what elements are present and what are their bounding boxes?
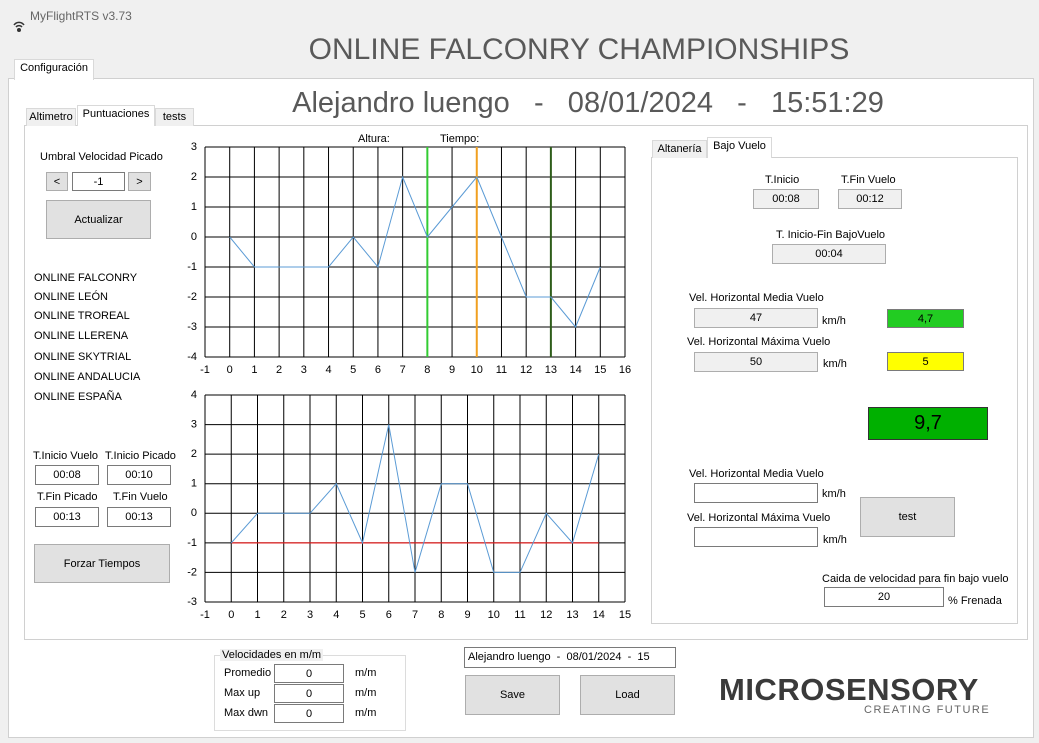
session-select[interactable]: Alejandro luengo - 08/01/2024 - 15 bbox=[464, 647, 676, 668]
next-button[interactable]: > bbox=[128, 172, 151, 191]
test-button[interactable]: test bbox=[860, 497, 955, 537]
unit: km/h bbox=[823, 534, 847, 546]
label: Vel. Horizontal Máxima Vuelo bbox=[687, 336, 831, 348]
club: ONLINE TROREAL bbox=[34, 310, 130, 322]
label: Max up bbox=[224, 687, 261, 699]
score: 4,7 bbox=[887, 309, 964, 328]
label: T.Fin Vuelo bbox=[113, 491, 168, 503]
unit: km/h bbox=[823, 358, 847, 370]
field: 00:08 bbox=[753, 189, 819, 209]
logo-name: MICROSENSORY bbox=[719, 672, 979, 707]
time-field[interactable]: 00:08 bbox=[35, 465, 99, 485]
label: Umbral Velocidad Picado bbox=[40, 151, 163, 163]
time-field[interactable]: 00:13 bbox=[35, 507, 99, 527]
field[interactable]: 0 bbox=[274, 684, 344, 703]
unit: m/m bbox=[355, 687, 377, 699]
label: Max dwn bbox=[224, 707, 269, 719]
window-title: MyFlightRTS v3.73 bbox=[30, 9, 132, 23]
label: Vel. Horizontal Media Vuelo bbox=[689, 292, 824, 304]
unit: m/m bbox=[355, 667, 377, 679]
app-icon bbox=[10, 8, 25, 32]
club: ONLINE FALCONRY bbox=[34, 272, 138, 284]
field[interactable]: 0 bbox=[274, 704, 344, 723]
club: ONLINE LLERENA bbox=[34, 330, 129, 342]
field: 00:12 bbox=[838, 189, 902, 209]
label: T.Inicio Vuelo bbox=[33, 450, 99, 462]
update-button[interactable]: Actualizar bbox=[46, 200, 151, 239]
load-button[interactable]: Load bbox=[580, 675, 675, 715]
main-tab[interactable]: Configuración bbox=[14, 59, 94, 80]
time-field[interactable]: 00:10 bbox=[107, 465, 171, 485]
field: 50 bbox=[694, 352, 818, 372]
label: T.Fin Vuelo bbox=[841, 174, 896, 186]
club: ONLINE ANDALUCIA bbox=[34, 371, 141, 383]
tab[interactable]: tests bbox=[155, 108, 194, 126]
field: 00:04 bbox=[772, 244, 886, 264]
label: Vel. Horizontal Media Vuelo bbox=[689, 468, 824, 480]
force-button[interactable]: Forzar Tiempos bbox=[34, 544, 170, 583]
input[interactable] bbox=[694, 483, 818, 503]
header-subtitle: Alejandro luengo - 08/01/2024 - 15:51:29 bbox=[292, 87, 884, 118]
unit: km/h bbox=[822, 488, 846, 500]
select-text: Alejandro luengo - 08/01/2024 - 15 bbox=[468, 651, 650, 663]
label: T. Inicio-Fin BajoVuelo bbox=[776, 229, 886, 241]
input[interactable]: 20 bbox=[824, 587, 944, 607]
header-title: ONLINE FALCONRY CHAMPIONSHIPS bbox=[308, 33, 850, 66]
tab[interactable]: Altimetro bbox=[26, 108, 76, 126]
field: 47 bbox=[694, 308, 818, 328]
logo-tagline: CREATING FUTURE bbox=[864, 704, 991, 716]
unit: m/m bbox=[355, 707, 377, 719]
club: ONLINE LEÓN bbox=[34, 291, 108, 303]
tab[interactable]: Bajo Vuelo bbox=[707, 137, 772, 158]
total-score: 9,7 bbox=[868, 407, 988, 440]
unit: % Frenada bbox=[948, 595, 1002, 607]
save-button[interactable]: Save bbox=[465, 675, 560, 715]
threshold-input[interactable]: -1 bbox=[72, 172, 125, 191]
right-panel bbox=[651, 157, 1018, 624]
tab[interactable]: Puntuaciones bbox=[77, 105, 155, 126]
field[interactable]: 0 bbox=[274, 664, 344, 683]
label: T.Inicio Picado bbox=[105, 450, 176, 462]
label: T.Fin Picado bbox=[37, 491, 98, 503]
club: ONLINE ESPAÑA bbox=[34, 391, 122, 403]
group-title: Velocidades en m/m bbox=[220, 649, 324, 661]
time-field[interactable]: 00:13 bbox=[107, 507, 171, 527]
score: 5 bbox=[887, 352, 964, 371]
prev-button[interactable]: < bbox=[46, 172, 68, 191]
unit: km/h bbox=[822, 315, 846, 327]
input[interactable] bbox=[694, 527, 818, 547]
label: Promedio bbox=[224, 667, 272, 679]
club: ONLINE SKYTRIAL bbox=[34, 351, 132, 363]
tab[interactable]: Altanería bbox=[652, 140, 707, 158]
label: Caida de velocidad para fin bajo vuelo bbox=[822, 573, 1009, 585]
label: T.Inicio bbox=[765, 174, 800, 186]
label: Vel. Horizontal Máxima Vuelo bbox=[687, 512, 831, 524]
